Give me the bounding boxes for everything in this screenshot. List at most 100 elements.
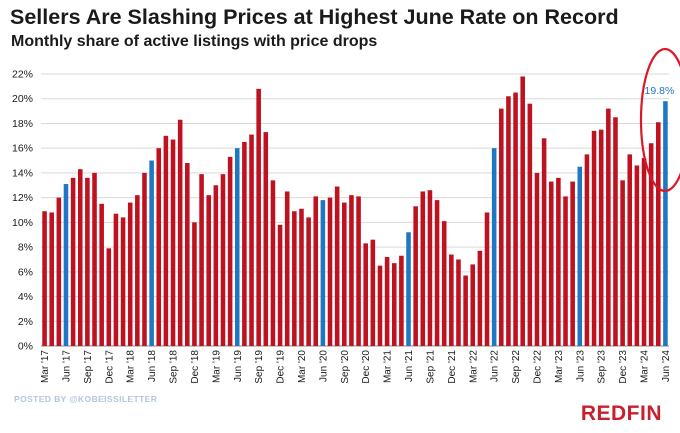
bar (220, 174, 226, 346)
x-tick-label: Dec '23 (618, 350, 629, 384)
bar (113, 213, 119, 346)
bar (363, 243, 368, 346)
redfin-logo: REDFIN (580, 402, 662, 425)
bar (484, 212, 490, 346)
bar (249, 134, 254, 346)
y-tick-label: 2% (18, 316, 33, 328)
posted-by-credit: POSTED BY @KOBEISSILETTER (14, 394, 158, 404)
bar (541, 138, 547, 346)
bar (627, 154, 633, 346)
bar (598, 129, 604, 346)
bar (506, 96, 511, 346)
bar-june (234, 148, 240, 346)
x-tick-label: Dec '20 (361, 350, 372, 384)
bar (163, 135, 169, 346)
bar (127, 202, 133, 346)
bar (377, 265, 383, 346)
x-tick-label: Mar '18 (126, 350, 137, 383)
bar (56, 197, 62, 346)
bar (520, 76, 525, 347)
bar (477, 250, 483, 346)
bar (292, 211, 297, 346)
x-tick-label: Sep '19 (254, 350, 265, 384)
bar (656, 122, 661, 346)
bar (270, 180, 276, 346)
bar (227, 156, 233, 346)
x-tick-label: Sep '17 (83, 350, 94, 384)
bar (548, 181, 554, 346)
bar (427, 190, 433, 346)
bar-june (663, 101, 668, 346)
bar-june (577, 166, 583, 346)
y-tick-label: 16% (12, 143, 33, 155)
bar (77, 169, 83, 346)
chart-title: Sellers Are Slashing Prices at Highest J… (10, 5, 619, 29)
bar (85, 177, 90, 346)
y-tick-label: 4% (18, 291, 33, 303)
bar (648, 143, 654, 346)
bar (620, 180, 625, 346)
x-tick-label: Mar '24 (640, 350, 651, 383)
bar (527, 103, 533, 346)
x-tick-label: Mar '17 (40, 350, 51, 383)
bar (513, 92, 518, 346)
bar (92, 172, 97, 346)
bar (613, 117, 618, 346)
bar (284, 191, 290, 346)
x-tick-label: Jun '22 (490, 350, 501, 382)
bar (449, 254, 454, 346)
bar (313, 196, 319, 346)
y-tick-label: 22% (12, 69, 33, 81)
bars (42, 76, 668, 347)
x-tick-label: Mar '23 (554, 350, 565, 383)
bar (563, 196, 568, 346)
x-tick-label: Dec '17 (104, 350, 115, 384)
bar-june (491, 148, 497, 346)
x-tick-label: Jun '21 (404, 350, 415, 382)
x-tick-label: Sep '21 (425, 350, 436, 384)
y-tick-label: 12% (12, 192, 33, 204)
bar (606, 108, 611, 346)
bar (120, 217, 126, 346)
bar (49, 212, 54, 346)
bar (177, 119, 183, 346)
x-tick-label: Mar '19 (211, 350, 222, 383)
x-tick-label: Jun '17 (61, 350, 72, 382)
bar (185, 163, 190, 346)
y-tick-label: 8% (18, 242, 33, 254)
bar (277, 224, 283, 346)
x-axis-ticks: Mar '17 Jun '17 Sep '17 Dec '17 Mar '18 Jun '… (40, 350, 672, 384)
bar (170, 139, 176, 346)
y-tick-label: 0% (18, 341, 33, 353)
bar (42, 211, 47, 346)
annotation-label: 19.8% (645, 85, 675, 97)
bar (99, 203, 104, 346)
y-tick-label: 18% (12, 118, 33, 130)
bar (463, 275, 468, 346)
bar (306, 217, 311, 346)
bar (570, 181, 575, 346)
bar (156, 148, 162, 346)
bar (263, 132, 269, 346)
bar (641, 158, 647, 346)
y-tick-label: 6% (18, 266, 33, 278)
bar (370, 239, 376, 346)
bar (420, 191, 426, 346)
y-tick-label: 20% (12, 93, 33, 105)
highlight-circle (639, 47, 680, 193)
bar (441, 221, 447, 346)
bar-june (63, 184, 69, 346)
x-tick-label: Dec '18 (190, 350, 201, 384)
bar (591, 130, 597, 346)
bar (556, 177, 561, 346)
bar-june (320, 200, 326, 346)
bar (342, 202, 347, 346)
x-tick-label: Mar '21 (383, 350, 394, 383)
x-tick-label: Jun '20 (318, 350, 329, 382)
y-tick-label: 14% (12, 167, 33, 179)
bar (70, 177, 76, 346)
x-tick-label: Mar '20 (297, 350, 308, 383)
chart-subtitle: Monthly share of active listings with pr… (11, 33, 378, 50)
bar (135, 195, 140, 346)
bar (334, 186, 340, 346)
